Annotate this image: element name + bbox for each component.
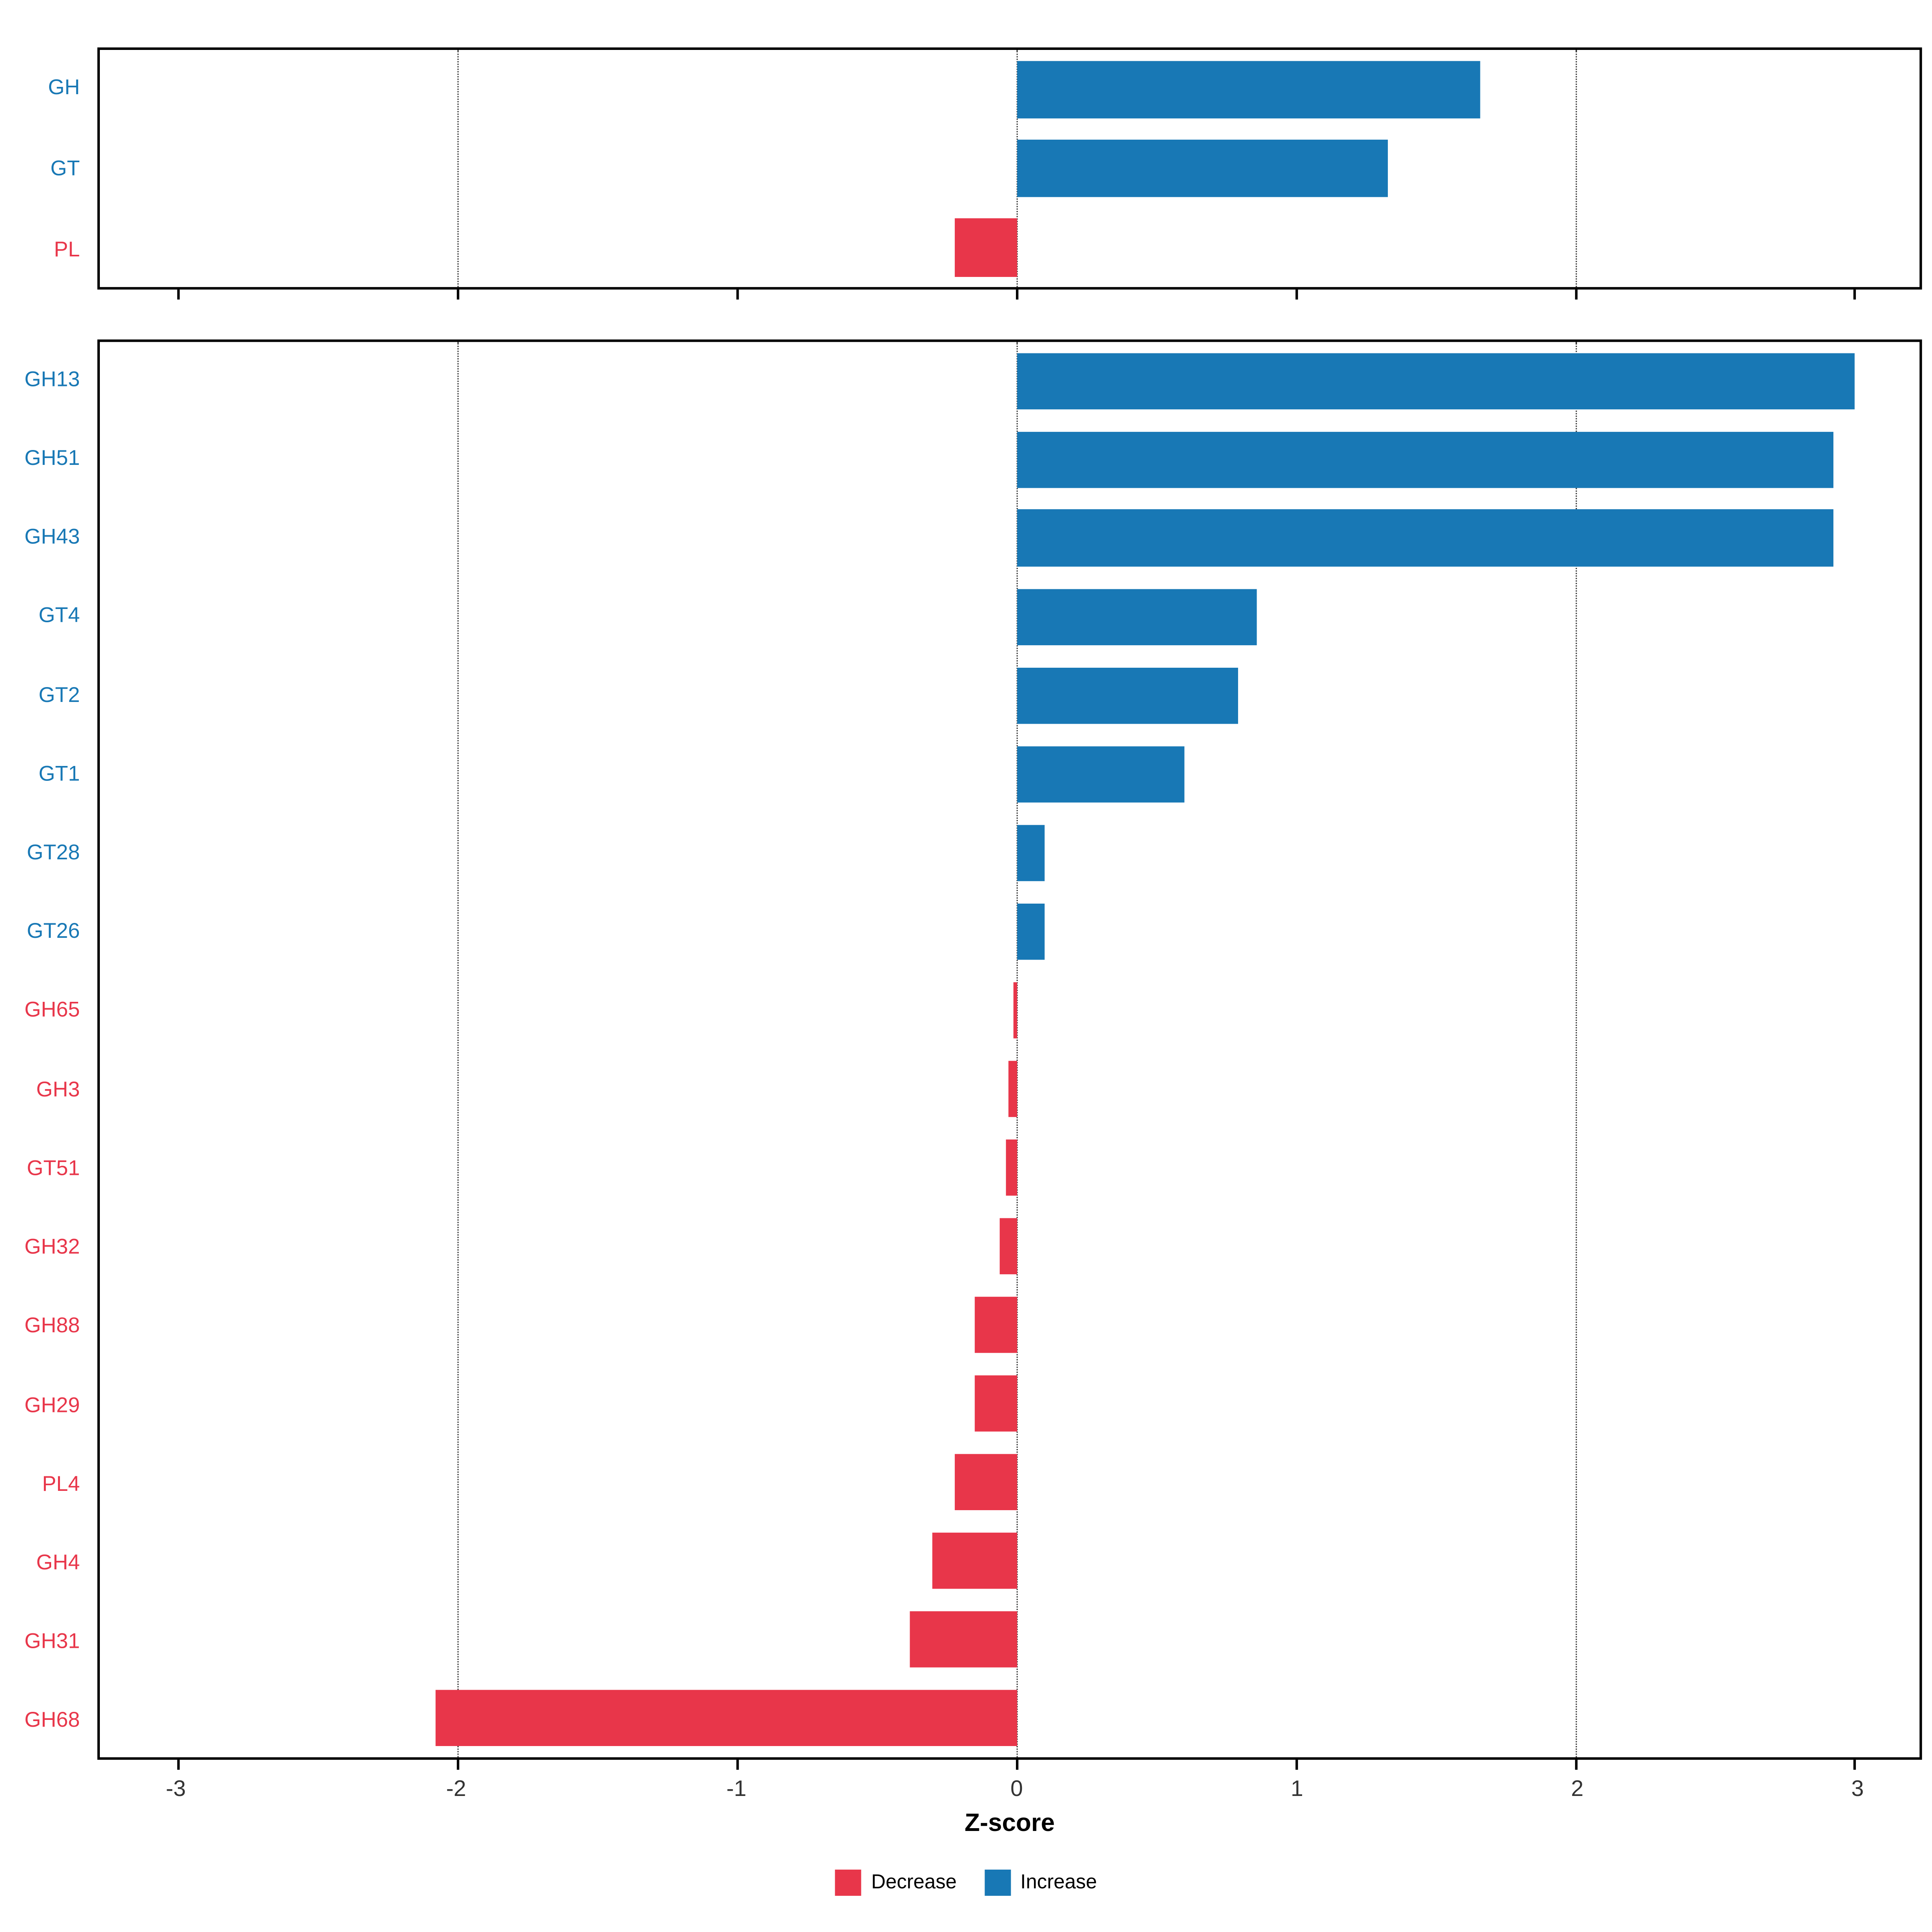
category-label-GT26: GT26	[27, 919, 80, 943]
bar-GT1	[1016, 745, 1185, 803]
category-label-GH31: GH31	[24, 1629, 80, 1653]
x-tick-label-2: 2	[1571, 1776, 1584, 1801]
family-y-axis-labels: GH13 GH51 GH43 GT4 GT2 GT1 GT28 GT26 GH65 GH3 GT51…	[0, 339, 87, 1760]
x-tick-mark--3	[177, 1760, 180, 1770]
family-gridlines	[100, 342, 1920, 1757]
x-tick-mark-1	[1295, 289, 1298, 300]
legend: Decrease Increase	[0, 1869, 1932, 1896]
category-label-GH4: GH4	[36, 1550, 80, 1575]
bar-GH88	[974, 1296, 1017, 1354]
legend-key-decrease: Decrease	[835, 1869, 957, 1896]
x-tick-label-1: 1	[1290, 1776, 1303, 1801]
category-label-GT28: GT28	[27, 840, 80, 865]
class-panel: GH GT PL	[0, 47, 1932, 300]
category-label-PL: PL	[54, 237, 80, 261]
category-label-GH68: GH68	[24, 1708, 80, 1732]
x-tick-mark--2	[456, 1760, 459, 1770]
bar-GT28	[1016, 824, 1045, 882]
bar-GT26	[1016, 903, 1045, 961]
bar-PL4	[955, 1453, 1017, 1511]
family-x-ticks	[100, 1757, 1920, 1770]
category-label-GH51: GH51	[24, 446, 80, 470]
x-tick-mark--3	[177, 289, 180, 300]
bar-PL	[955, 219, 1017, 277]
bar-GT4	[1016, 588, 1257, 646]
category-label-GH32: GH32	[24, 1235, 80, 1259]
gridline-x-2	[1575, 50, 1577, 287]
bar-GH	[1016, 60, 1481, 118]
category-label-PL4: PL4	[42, 1472, 80, 1496]
bar-GH65	[1013, 981, 1017, 1039]
family-bars	[100, 342, 1920, 1757]
gridline-x-2	[1575, 342, 1577, 1757]
x-tick-mark--1	[736, 289, 739, 300]
category-label-GT1: GT1	[38, 762, 80, 786]
bar-GH51	[1016, 431, 1833, 489]
bar-GT	[1016, 139, 1389, 198]
x-tick-label--2: -2	[446, 1776, 466, 1801]
x-tick-mark-3	[1854, 289, 1857, 300]
bar-GH32	[1000, 1217, 1017, 1275]
x-tick-mark-3	[1854, 1760, 1857, 1770]
legend-swatch-decrease	[835, 1869, 861, 1896]
bar-GH68	[435, 1689, 1017, 1747]
bar-GH3	[1008, 1060, 1017, 1118]
category-label-GT4: GT4	[38, 604, 80, 627]
x-tick-label-0: 0	[1010, 1776, 1023, 1801]
x-tick-label--1: -1	[726, 1776, 747, 1801]
category-label-GH: GH	[48, 76, 80, 100]
legend-swatch-increase	[984, 1869, 1011, 1896]
gridline-x--2	[457, 342, 458, 1757]
class-x-ticks	[100, 287, 1920, 300]
family-panel: GH13 GH51 GH43 GT4 GT2 GT1 GT28 GT26 GH65 GH3 GT51…	[0, 339, 1932, 1770]
class-bars	[100, 50, 1920, 287]
x-tick-mark-0	[1015, 1760, 1018, 1770]
bar-GH13	[1016, 352, 1856, 410]
x-tick-mark-1	[1295, 1760, 1298, 1770]
x-tick-label-3: 3	[1851, 1776, 1864, 1801]
bar-GH31	[910, 1610, 1017, 1668]
x-tick-mark-2	[1574, 289, 1577, 300]
category-label-GH43: GH43	[24, 525, 80, 549]
category-label-GH65: GH65	[24, 998, 80, 1022]
legend-key-increase: Increase	[984, 1869, 1097, 1896]
class-plot-area	[97, 47, 1922, 300]
gridline-x--2	[457, 50, 458, 287]
category-label-GT51: GT51	[27, 1156, 80, 1180]
x-tick-mark-2	[1574, 1760, 1577, 1770]
category-label-GH88: GH88	[24, 1314, 80, 1338]
bar-GH43	[1016, 510, 1833, 568]
legend-label-increase: Increase	[1020, 1871, 1097, 1893]
x-tick-mark--1	[736, 1760, 739, 1770]
x-axis-tick-labels: -3 -2 -1 0 1 2 3	[97, 1772, 1922, 1805]
legend-label-decrease: Decrease	[871, 1871, 957, 1893]
x-axis-title: Z-score	[964, 1810, 1055, 1837]
class-y-axis-labels: GH GT PL	[0, 47, 87, 290]
family-plot-area	[97, 339, 1922, 1770]
bar-GT2	[1016, 667, 1238, 724]
category-label-GT: GT	[50, 157, 80, 181]
bar-GH4	[933, 1532, 1017, 1589]
x-tick-mark-0	[1015, 289, 1018, 300]
x-tick-label--3: -3	[165, 1776, 186, 1801]
category-label-GH29: GH29	[24, 1393, 80, 1417]
x-tick-mark--2	[456, 289, 459, 300]
bar-GH29	[974, 1375, 1017, 1432]
bar-GT51	[1005, 1139, 1017, 1197]
category-label-GH3: GH3	[36, 1077, 80, 1101]
gridline-x-0	[1016, 342, 1018, 1757]
category-label-GT2: GT2	[38, 683, 80, 707]
category-label-GH13: GH13	[24, 367, 80, 391]
